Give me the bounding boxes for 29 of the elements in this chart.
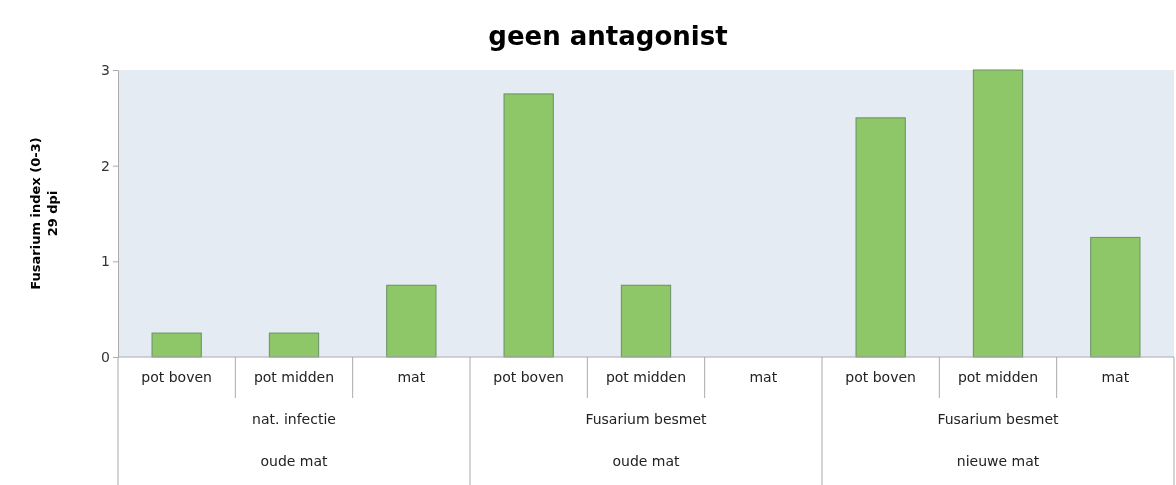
x-tick-label: pot midden xyxy=(253,369,335,385)
text: nat. infectie xyxy=(252,411,336,427)
bar xyxy=(151,332,202,358)
bar xyxy=(503,93,554,358)
y-tick-label: 3 xyxy=(101,61,110,78)
bar xyxy=(855,117,906,358)
bar xyxy=(268,332,320,358)
text: Fusarium besmet xyxy=(585,411,708,427)
text: oude mat xyxy=(260,453,329,469)
x-tick-label: pot boven xyxy=(493,369,564,385)
x-tick-label: pot midden xyxy=(605,369,687,385)
x-tick-label: mat xyxy=(397,369,426,385)
text: nieuwe mat xyxy=(956,453,1040,469)
x-tick-label: pot boven xyxy=(845,369,916,385)
y-tick-label: 1 xyxy=(101,253,110,270)
bar xyxy=(972,69,1024,358)
x-tick-label: mat xyxy=(1101,369,1130,385)
text: Fusarium besmet xyxy=(937,411,1060,427)
bar xyxy=(1090,236,1141,358)
x-tick-label: pot midden xyxy=(957,369,1039,385)
bar xyxy=(386,284,437,358)
x-tick-label: mat xyxy=(749,369,778,385)
text: oude mat xyxy=(612,453,681,469)
x-tick-label: pot boven xyxy=(141,369,212,385)
y-axis-title: Fusarium index (0-3) 29 dpi xyxy=(28,137,60,290)
y-tick-label: 0 xyxy=(101,348,110,365)
chart-title: geen antagonist xyxy=(488,21,728,51)
y-tick-label: 2 xyxy=(101,157,110,174)
bar xyxy=(620,284,672,358)
